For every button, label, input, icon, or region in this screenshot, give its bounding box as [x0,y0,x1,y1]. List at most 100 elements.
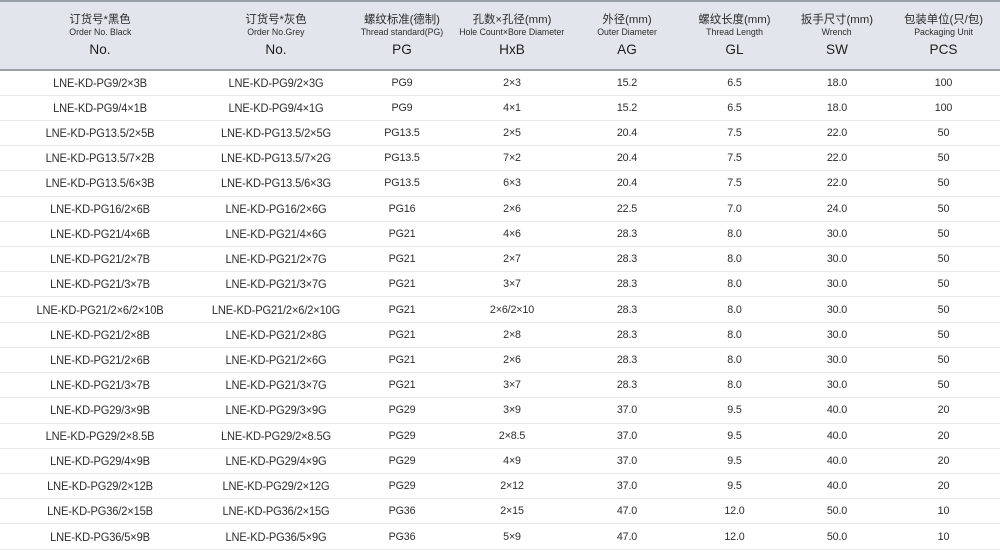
column-header-code: PG [392,41,412,57]
cell-wrench: 30.0 [790,271,884,298]
cell-thread-length: 8.0 [685,221,784,248]
cell-order-no-black: LNE-KD-PG21/2×7B [6,246,194,273]
cell-wrench: 30.0 [790,372,884,399]
cell-outer-diameter: 37.0 [575,448,679,475]
cell-thread-standard: PG9 [355,95,449,121]
cell-order-no-grey: LNE-KD-PG16/2×6G [204,196,348,222]
column-header-cn: 螺纹长度(mm) [698,14,771,27]
cell-thread-standard: PG36 [355,523,449,550]
table-row: LNE-KD-PG21/2×6B LNE-KD-PG21/2×6G PG21 2×6 2… [0,347,1000,374]
cell-thread-standard: PG29 [355,397,449,424]
cell-thread-standard: PG21 [355,322,449,348]
cell-thread-length: 8.0 [685,296,784,323]
cell-packaging-unit: 20 [890,448,997,475]
table-header: 订货号*黑色 Order No. Black No. 订货号*灰色 Order No.G… [0,0,1000,71]
table-row: LNE-KD-PG13.5/2×5B LNE-KD-PG13.5/2×5G PG13… [0,120,1000,147]
cell-wrench: 30.0 [790,246,884,273]
cell-order-no-black: LNE-KD-PG29/2×8.5B [6,423,194,449]
cell-packaging-unit: 50 [890,170,997,197]
cell-hole-count-bore-diameter: 3×7 [455,271,569,298]
cell-hole-count-bore-diameter: 5×9 [455,523,569,550]
cell-wrench: 40.0 [790,423,884,449]
cell-thread-standard: PG21 [355,372,449,399]
cell-thread-length: 9.5 [685,423,784,449]
cell-outer-diameter: 28.3 [575,372,679,399]
cell-order-no-black: LNE-KD-PG16/2×6B [6,196,194,222]
cell-packaging-unit: 50 [890,145,997,172]
cell-wrench: 22.0 [790,170,884,197]
cell-order-no-grey: LNE-KD-PG9/2×3G [204,70,348,96]
table-row: LNE-KD-PG21/2×6/2×10B LNE-KD-PG21/2×6/2×1… [0,296,1000,323]
column-header-en: Hole Count×Bore Diameter [459,27,565,38]
column-header-packaging-unit: 包装单位(只/包) Packaging Unit PCS [887,0,1000,71]
cell-thread-length: 9.5 [685,473,784,500]
cell-wrench: 30.0 [790,296,884,323]
cell-thread-length: 7.5 [685,170,784,197]
column-header-cn: 扳手尺寸(mm) [800,14,874,27]
cell-outer-diameter: 28.3 [575,347,679,374]
cell-packaging-unit: 50 [890,372,997,399]
cell-thread-standard: PG13.5 [355,120,449,147]
cell-wrench: 18.0 [790,70,884,96]
table-row: LNE-KD-PG21/3×7B LNE-KD-PG21/3×7G PG21 3×7 2… [0,372,1000,399]
cell-order-no-grey: LNE-KD-PG21/2×6G [204,347,348,374]
cell-order-no-black: LNE-KD-PG36/2×15B [6,498,194,525]
cell-thread-standard: PG21 [355,246,449,273]
table-row: LNE-KD-PG29/2×8.5B LNE-KD-PG29/2×8.5G PG29… [0,423,1000,449]
cell-outer-diameter: 28.3 [575,221,679,248]
cell-order-no-grey: LNE-KD-PG21/4×6G [204,221,348,248]
table-row: LNE-KD-PG13.5/7×2B LNE-KD-PG13.5/7×2G PG13… [0,145,1000,172]
cell-wrench: 40.0 [790,448,884,475]
cell-order-no-black: LNE-KD-PG21/2×8B [6,322,194,348]
cell-order-no-black: LNE-KD-PG21/2×6/2×10B [6,296,194,323]
table-body: LNE-KD-PG9/2×3B LNE-KD-PG9/2×3G PG9 2×3 15.2… [0,70,1000,550]
cell-order-no-grey: LNE-KD-PG21/2×6/2×10G [204,296,348,323]
cell-wrench: 40.0 [790,473,884,500]
cell-thread-length: 8.0 [685,271,784,298]
cell-hole-count-bore-diameter: 7×2 [455,145,569,172]
cell-hole-count-bore-diameter: 6×3 [455,170,569,197]
cell-packaging-unit: 100 [890,95,997,121]
table-row: LNE-KD-PG13.5/6×3B LNE-KD-PG13.5/6×3G PG13… [0,170,1000,197]
column-header-stack: 外径(mm) Outer Diameter AG [572,11,682,59]
cell-order-no-grey: LNE-KD-PG29/3×9G [204,397,348,424]
cell-packaging-unit: 50 [890,296,997,323]
column-header-code: AG [617,41,637,57]
cell-order-no-black: LNE-KD-PG13.5/7×2B [6,145,194,172]
cell-wrench: 30.0 [790,221,884,248]
cell-wrench: 22.0 [790,145,884,172]
column-header-code: GL [725,41,744,57]
cell-thread-standard: PG21 [355,296,449,323]
cell-thread-length: 7.5 [685,145,784,172]
cell-thread-length: 9.5 [685,397,784,424]
column-header-hole-count-bore-diameter: 孔数×孔径(mm) Hole Count×Bore Diameter HxB [452,0,572,71]
cell-hole-count-bore-diameter: 4×1 [455,95,569,121]
cell-thread-standard: PG29 [355,448,449,475]
cell-outer-diameter: 20.4 [575,120,679,147]
column-header-wrench: 扳手尺寸(mm) Wrench SW [787,0,887,71]
cell-order-no-black: LNE-KD-PG21/4×6B [6,221,194,248]
cell-wrench: 30.0 [790,322,884,348]
table-row: LNE-KD-PG36/5×9B LNE-KD-PG36/5×9G PG36 5×9 4… [0,523,1000,550]
cell-thread-standard: PG29 [355,423,449,449]
column-header-en: Order No. Black [68,27,132,38]
cell-outer-diameter: 20.4 [575,170,679,197]
column-header-en: Thread standard(PG) [360,27,444,38]
cell-order-no-black: LNE-KD-PG13.5/2×5B [6,120,194,147]
column-header-cn: 螺纹标准(德制) [364,14,440,27]
cell-outer-diameter: 28.3 [575,271,679,298]
cell-packaging-unit: 50 [890,196,997,222]
cell-hole-count-bore-diameter: 2×6/2×10 [455,296,569,323]
header-row: 订货号*黑色 Order No. Black No. 订货号*灰色 Order No.G… [0,0,1000,71]
column-header-stack: 扳手尺寸(mm) Wrench SW [787,11,887,59]
cell-thread-length: 6.5 [685,70,784,96]
cell-packaging-unit: 50 [890,347,997,374]
cell-outer-diameter: 22.5 [575,196,679,222]
cell-order-no-grey: LNE-KD-PG21/3×7G [204,271,348,298]
column-header-code: No. [89,41,111,57]
cell-packaging-unit: 10 [890,498,997,525]
column-header-en: Wrench [822,27,852,38]
cell-outer-diameter: 15.2 [575,70,679,96]
cell-order-no-grey: LNE-KD-PG13.5/2×5G [204,120,348,147]
